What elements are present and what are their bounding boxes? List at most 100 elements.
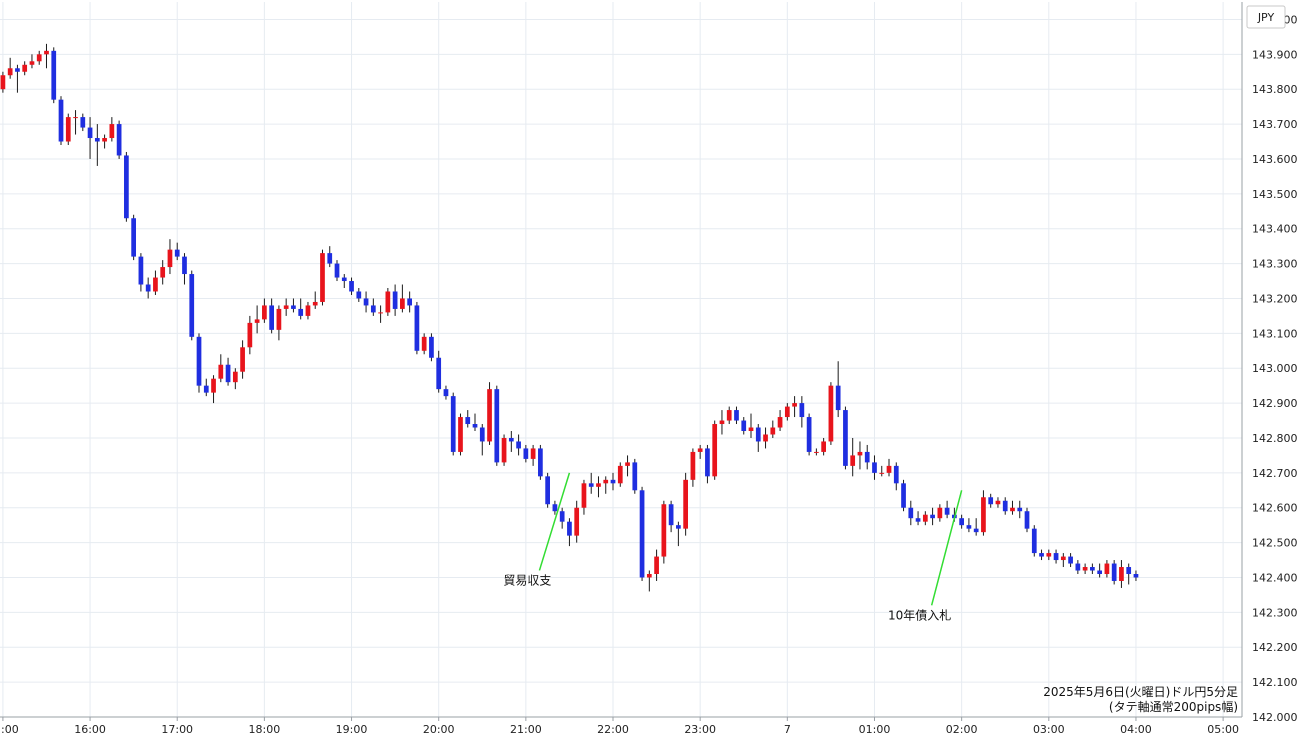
candle-body <box>218 364 224 379</box>
candle <box>479 424 485 456</box>
candle <box>124 151 129 222</box>
candle-body <box>400 298 405 309</box>
candle-body <box>886 465 892 473</box>
candle <box>1002 497 1008 515</box>
x-tick-label: 19:00 <box>336 723 368 736</box>
candle-body <box>7 68 13 76</box>
candle <box>567 518 572 547</box>
candle <box>1111 560 1117 585</box>
candle <box>981 490 986 536</box>
currency-label: JPY <box>1257 11 1275 24</box>
candle-body <box>160 267 166 278</box>
candle <box>116 120 122 159</box>
x-tick-label: 02:00 <box>946 723 978 736</box>
candle-body <box>1024 511 1030 529</box>
candle <box>835 361 841 418</box>
candle-body <box>523 448 529 459</box>
candle <box>73 110 78 135</box>
x-tick-label: 04:00 <box>1120 723 1152 736</box>
candle <box>334 260 340 282</box>
price-axis: 144.000143.900143.800143.700143.600143.5… <box>1252 13 1298 724</box>
candle-body <box>443 389 449 397</box>
candle <box>487 382 492 445</box>
candle <box>944 500 950 519</box>
candle-body <box>124 155 129 219</box>
candle <box>930 507 935 526</box>
candle <box>973 518 979 536</box>
candle-body <box>538 448 543 477</box>
annotation-label: 10年債入札 <box>888 607 951 622</box>
candle <box>283 298 289 316</box>
candle <box>893 462 899 491</box>
candle-body <box>44 50 49 55</box>
y-tick-label: 142.500 <box>1252 537 1298 550</box>
candle-body <box>930 514 935 519</box>
candle <box>305 301 311 320</box>
candle <box>508 431 514 452</box>
candle <box>94 124 100 166</box>
y-tick-label: 143.800 <box>1252 83 1298 96</box>
candle-body <box>472 424 478 428</box>
candle-body <box>755 427 761 442</box>
candle <box>378 305 383 323</box>
candle <box>1068 553 1073 568</box>
candle <box>697 444 703 459</box>
candle <box>995 497 1001 508</box>
y-tick-label: 142.200 <box>1252 641 1298 654</box>
candle <box>1104 560 1110 578</box>
candle <box>857 441 863 470</box>
candle <box>821 437 827 456</box>
candle-body <box>741 420 747 431</box>
candle <box>625 455 630 477</box>
candle-body <box>552 504 558 512</box>
x-tick-label: 23:00 <box>684 723 716 736</box>
candle-body <box>327 253 333 264</box>
axis-lines <box>0 2 1243 718</box>
candle-body <box>1075 563 1081 571</box>
x-tick-label: 20:00 <box>423 723 455 736</box>
candle <box>843 406 848 470</box>
candle-body <box>610 479 616 484</box>
candle-body <box>719 420 725 425</box>
candle <box>872 455 877 480</box>
candle <box>341 274 347 288</box>
candle-body <box>995 500 1001 505</box>
candle-body <box>65 117 71 142</box>
candle-body <box>487 389 492 442</box>
candle <box>864 444 870 470</box>
candle-body <box>312 301 318 306</box>
candle-body <box>305 305 311 316</box>
candle <box>603 476 609 494</box>
candle-body <box>1039 553 1044 557</box>
candle <box>138 253 144 292</box>
candle-body <box>814 451 819 453</box>
candle-body <box>770 427 776 435</box>
candle <box>1119 560 1124 588</box>
candle-body <box>370 305 376 313</box>
candle-body <box>167 249 173 268</box>
annotation-leader-line <box>930 490 963 606</box>
candle <box>654 549 659 581</box>
candle <box>777 410 783 431</box>
candle-body <box>414 305 420 351</box>
candle <box>705 444 710 484</box>
candle-body <box>232 371 238 383</box>
candle-body <box>545 476 551 505</box>
currency-label-box[interactable]: JPY <box>1246 5 1286 29</box>
candle-body <box>944 507 950 515</box>
y-tick-label: 142.700 <box>1252 467 1298 480</box>
y-tick-label: 143.200 <box>1252 292 1298 305</box>
candle-body <box>479 427 485 442</box>
candle-body <box>683 479 689 529</box>
candle <box>58 96 64 145</box>
candle <box>639 486 645 581</box>
candle <box>87 117 93 159</box>
candle <box>922 511 928 526</box>
candle-body <box>603 479 609 484</box>
y-tick-label: 142.800 <box>1252 432 1298 445</box>
candle <box>465 410 471 428</box>
candle-body <box>646 574 652 578</box>
candle-body <box>458 417 463 452</box>
y-tick-label: 142.000 <box>1252 711 1298 724</box>
candle-body <box>109 124 115 139</box>
